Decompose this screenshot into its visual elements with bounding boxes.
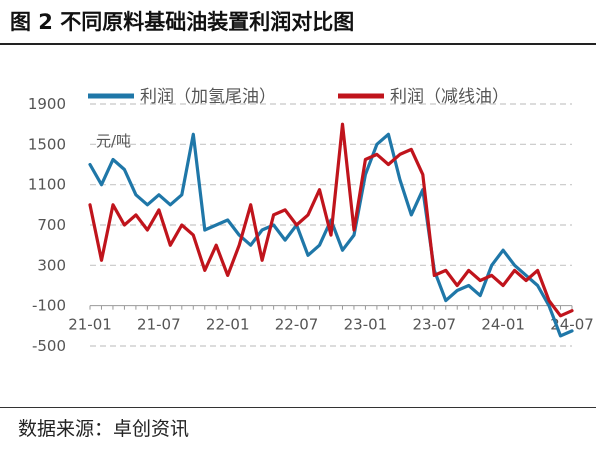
data-source: 数据来源：卓创资讯 [18,418,190,440]
legend-label: 利润（减线油） [390,87,509,107]
y-axis-ticks: 1900 1500 1100 700 300 -100 -500 [28,95,66,355]
y-tick-label: 700 [37,216,66,234]
legend-label: 利润（加氢尾油） [140,87,276,107]
title-bar: 图 2 不同原料基础油装置利润对比图 [0,0,596,45]
legend: 利润（加氢尾油） 利润（减线油） [88,87,509,107]
y-tick-label: -100 [32,297,66,315]
gridlines [90,103,572,347]
x-tick-label: 22-01 [206,316,250,334]
x-tick-label: 24-07 [550,316,594,334]
x-tick-label: 24-01 [481,316,525,334]
x-tick-label: 22-07 [275,316,319,334]
y-tick-label: 1100 [28,176,66,194]
y-tick-label: -500 [32,337,66,355]
x-axis: 21-01 21-07 22-01 22-07 23-01 23-07 24-01 24-07 [68,305,594,334]
profit-line-chart: 1900 1500 1100 700 300 -100 -500 21-01 21-07 22-… [28,87,594,355]
x-tick-label: 23-01 [344,316,388,334]
x-tick-label: 21-01 [68,316,112,334]
footer-divider [0,407,596,408]
chart-area: 1900 1500 1100 700 300 -100 -500 21-01 21-07 22-… [0,46,596,406]
series-line-red [88,122,574,318]
x-tick-label: 23-07 [412,316,456,334]
y-axis-unit-label: 元/吨 [96,132,131,150]
y-tick-label: 1500 [28,135,66,153]
figure-title: 图 2 不同原料基础油装置利润对比图 [10,10,355,34]
title-divider [0,43,596,45]
x-tick-label: 21-07 [137,316,181,334]
y-tick-label: 300 [37,256,66,274]
y-tick-label: 1900 [28,95,66,113]
series-lines [88,122,574,338]
